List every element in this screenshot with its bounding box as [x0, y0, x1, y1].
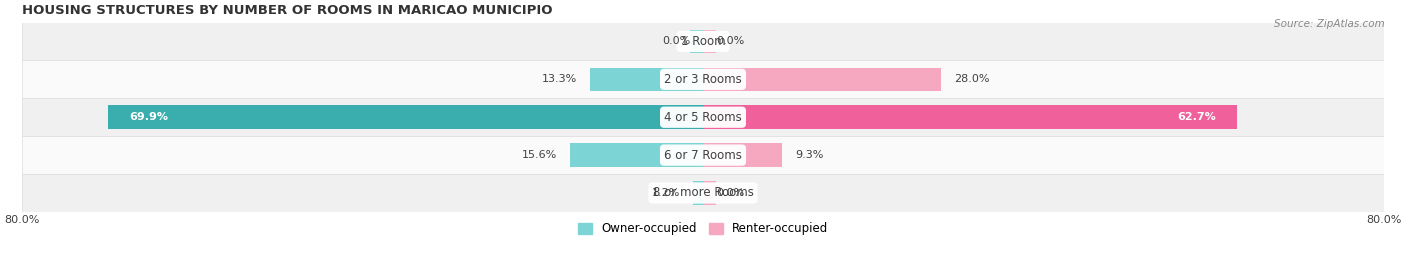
Bar — [703, 68, 942, 91]
Bar — [703, 105, 1237, 129]
Bar — [703, 181, 716, 205]
Bar — [690, 30, 703, 53]
Text: HOUSING STRUCTURES BY NUMBER OF ROOMS IN MARICAO MUNICIPIO: HOUSING STRUCTURES BY NUMBER OF ROOMS IN… — [22, 4, 553, 17]
Text: 4 or 5 Rooms: 4 or 5 Rooms — [664, 111, 742, 124]
Bar — [108, 105, 703, 129]
Bar — [22, 174, 1384, 212]
Text: 69.9%: 69.9% — [129, 112, 169, 122]
Text: 0.0%: 0.0% — [716, 36, 744, 47]
Text: 6 or 7 Rooms: 6 or 7 Rooms — [664, 148, 742, 162]
Bar — [22, 136, 1384, 174]
Bar — [22, 60, 1384, 98]
Text: 0.0%: 0.0% — [716, 188, 744, 198]
Legend: Owner-occupied, Renter-occupied: Owner-occupied, Renter-occupied — [572, 218, 834, 240]
Text: 13.3%: 13.3% — [541, 74, 576, 84]
Bar — [22, 98, 1384, 136]
Text: 15.6%: 15.6% — [522, 150, 557, 160]
Bar — [589, 68, 703, 91]
Bar — [22, 23, 1384, 60]
Text: 0.0%: 0.0% — [662, 36, 690, 47]
Text: 62.7%: 62.7% — [1177, 112, 1216, 122]
Text: Source: ZipAtlas.com: Source: ZipAtlas.com — [1274, 19, 1385, 29]
Bar — [571, 143, 703, 167]
Text: 8 or more Rooms: 8 or more Rooms — [652, 186, 754, 200]
Text: 28.0%: 28.0% — [955, 74, 990, 84]
Bar — [703, 143, 782, 167]
Text: 2 or 3 Rooms: 2 or 3 Rooms — [664, 73, 742, 86]
Text: 1.2%: 1.2% — [651, 188, 681, 198]
Text: 9.3%: 9.3% — [794, 150, 824, 160]
Bar — [693, 181, 703, 205]
Text: 1 Room: 1 Room — [681, 35, 725, 48]
Bar — [703, 30, 716, 53]
